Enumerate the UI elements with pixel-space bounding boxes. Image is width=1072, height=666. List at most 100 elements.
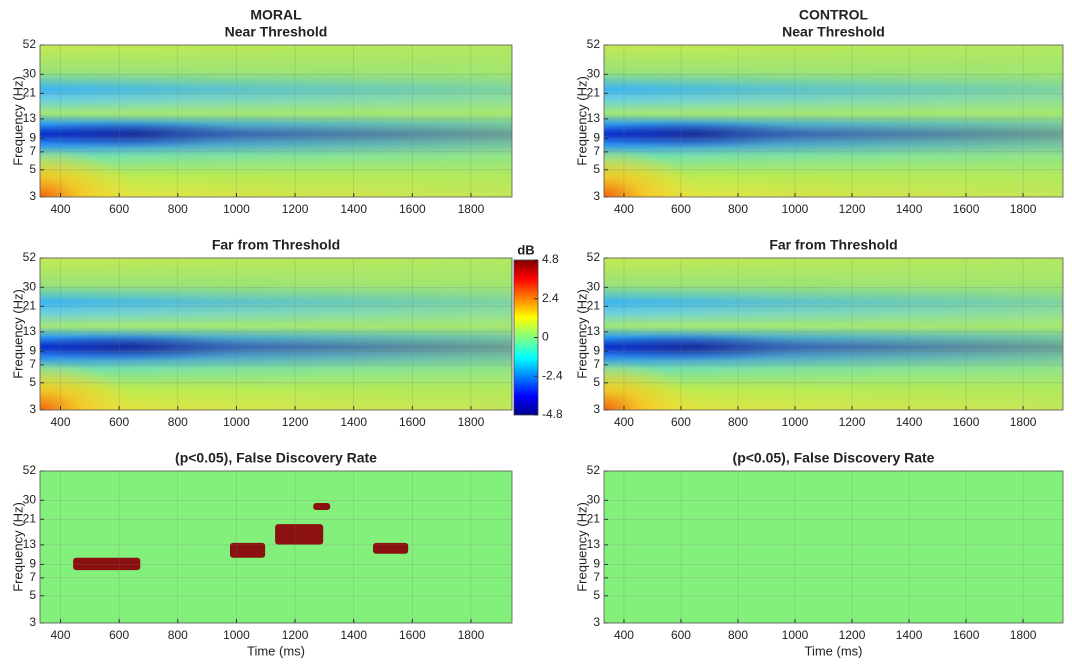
x-tick-label: 1800 (458, 628, 485, 642)
panel-title: MORAL (250, 7, 302, 23)
panel: 3 5 79 13 21 30 52 400 600 800 1000 1200 1400 1600 180… (574, 7, 1064, 216)
y-tick-label: 13 (587, 111, 601, 125)
axes-frame (39, 470, 513, 624)
x-tick-label: 400 (51, 415, 71, 429)
x-tick-label: 800 (728, 415, 748, 429)
panel-title: Far from Threshold (212, 237, 340, 253)
y-tick-label: 13 (587, 324, 601, 338)
x-tick-label: 400 (614, 628, 634, 642)
y-tick-label: 21 (587, 85, 601, 99)
y-tick-label: 5 (29, 162, 36, 176)
x-tick-label: 800 (168, 628, 188, 642)
y-tick-label: 9 (29, 131, 36, 145)
y-tick-label: 5 (593, 162, 600, 176)
axes-frame (39, 257, 513, 411)
colorbar-tick-label: 0 (542, 330, 549, 344)
colorbar-tick-label: 2.4 (542, 291, 559, 305)
panel: 3 5 79 13 21 30 52 400 600 800 1000 1200 1400 1600 180… (574, 450, 1064, 658)
plot-area (40, 258, 512, 410)
x-tick-label: 800 (728, 628, 748, 642)
x-tick-label: 1800 (1010, 202, 1037, 216)
colorbar-tick-label: -2.4 (542, 368, 563, 382)
x-tick-label: 600 (109, 628, 129, 642)
heatmap-corner (40, 326, 206, 410)
x-tick-label: 600 (671, 628, 691, 642)
axes-frame (603, 470, 1064, 624)
mask-background (40, 471, 512, 623)
colorbar-tick-label: -4.8 (542, 407, 563, 421)
y-axis-label: Frequency (Hz) (10, 289, 25, 379)
x-tick-label: 400 (51, 628, 71, 642)
x-tick-label: 1600 (953, 415, 980, 429)
x-tick-label: 800 (168, 415, 188, 429)
y-tick-label: 5 (593, 588, 600, 602)
x-tick-label: 1200 (839, 628, 866, 642)
x-tick-label: 1600 (953, 628, 980, 642)
y-tick-label: 7 (593, 144, 600, 158)
x-tick-label: 1800 (1010, 628, 1037, 642)
y-tick-label: 9 (593, 557, 600, 571)
y-tick-label: 52 (587, 463, 601, 477)
x-tick-label: 1200 (839, 415, 866, 429)
y-tick-label: 30 (587, 279, 601, 293)
mask-background (604, 471, 1063, 623)
y-tick-label: 30 (587, 66, 601, 80)
y-tick-label: 3 (593, 402, 600, 416)
panel-subtitle: Near Threshold (225, 24, 328, 40)
y-tick-label: 9 (29, 344, 36, 358)
x-tick-label: 1200 (282, 415, 309, 429)
y-tick-label: 7 (593, 570, 600, 584)
y-tick-label: 21 (23, 85, 37, 99)
axes-frame (603, 44, 1064, 198)
y-axis-label: Frequency (Hz) (10, 502, 25, 592)
y-tick-label: 7 (29, 357, 36, 371)
colorbar-tick-label: 4.8 (542, 252, 559, 266)
x-tick-label: 1600 (399, 628, 426, 642)
y-tick-label: 52 (587, 250, 601, 264)
significant-cluster (229, 542, 266, 558)
y-tick-label: 30 (23, 492, 37, 506)
x-tick-label: 1400 (340, 415, 367, 429)
significant-cluster (73, 557, 141, 571)
panel: 3 5 79 13 21 30 52 400 600 800 1000 1200 1400 1600 180… (574, 237, 1064, 429)
x-tick-label: 1400 (896, 628, 923, 642)
y-tick-label: 13 (23, 324, 37, 338)
plot-area (604, 471, 1063, 623)
plot-area (40, 45, 512, 197)
y-tick-label: 3 (593, 189, 600, 203)
x-tick-label: 600 (671, 415, 691, 429)
panel-title: CONTROL (799, 7, 869, 23)
x-tick-label: 1200 (282, 202, 309, 216)
heatmap-corner (604, 326, 765, 410)
x-tick-label: 800 (168, 202, 188, 216)
y-tick-label: 5 (593, 375, 600, 389)
x-tick-label: 1400 (896, 202, 923, 216)
y-tick-label: 30 (23, 279, 37, 293)
x-tick-label: 1400 (896, 415, 923, 429)
x-tick-label: 400 (614, 202, 634, 216)
y-tick-label: 3 (29, 402, 36, 416)
y-axis-label: Frequency (Hz) (574, 289, 589, 379)
x-tick-label: 1600 (953, 202, 980, 216)
panel-title: (p<0.05), False Discovery Rate (733, 450, 935, 466)
colorbar-label: dB (517, 242, 534, 257)
x-tick-label: 1200 (839, 202, 866, 216)
panel: 3 5 79 13 21 30 52 400 600 800 1000 1200 1400 1600 180… (10, 450, 513, 658)
y-tick-label: 52 (23, 250, 37, 264)
y-tick-label: 13 (23, 111, 37, 125)
y-tick-label: 52 (23, 37, 37, 51)
x-tick-label: 1800 (458, 415, 485, 429)
y-tick-label: 7 (29, 570, 36, 584)
y-tick-label: 5 (29, 588, 36, 602)
significant-cluster (313, 503, 331, 511)
panel-title: Far from Threshold (769, 237, 897, 253)
x-tick-label: 1000 (223, 415, 250, 429)
x-tick-label: 1000 (782, 415, 809, 429)
y-tick-label: 21 (587, 511, 601, 525)
y-axis-label: Frequency (Hz) (574, 502, 589, 592)
y-tick-label: 13 (23, 537, 37, 551)
y-tick-label: 52 (587, 37, 601, 51)
x-tick-label: 600 (671, 202, 691, 216)
y-tick-label: 9 (593, 344, 600, 358)
